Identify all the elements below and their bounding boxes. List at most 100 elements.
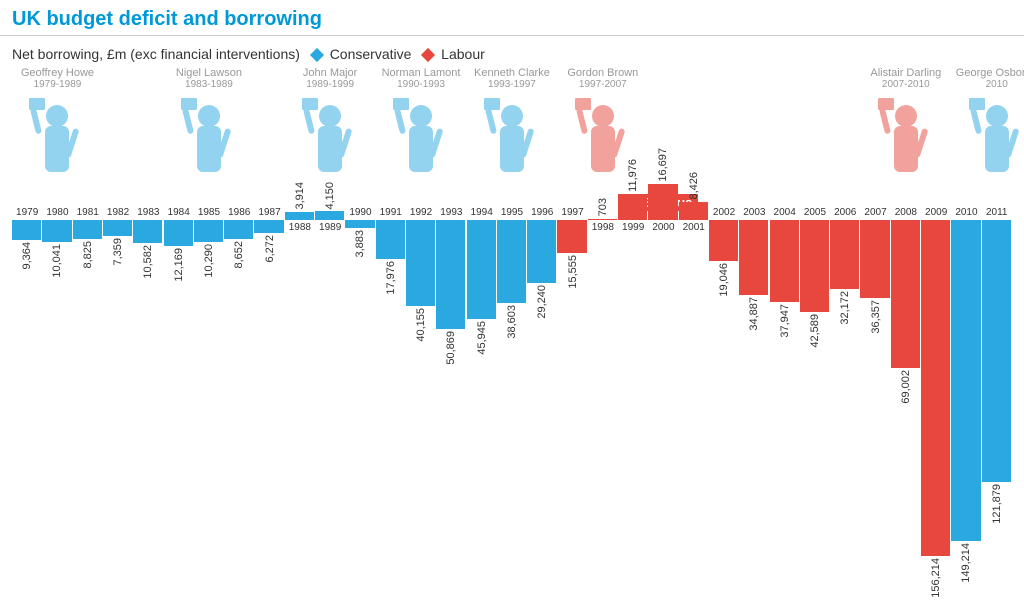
year-label: 1990 <box>349 207 371 218</box>
value-label: 45,945 <box>476 321 488 355</box>
bar-col-1981: 19818,825 <box>73 172 103 582</box>
chancellor-name: Kenneth Clarke <box>467 67 557 79</box>
chart-subhead: Net borrowing, £m (exc financial interve… <box>0 36 1024 66</box>
value-label: 19,046 <box>718 263 730 297</box>
bar-col-1990: 1990 3,883 <box>345 172 375 582</box>
chancellor-name: George Osborne <box>952 67 1024 79</box>
bar <box>951 220 980 541</box>
value-label: 7,359 <box>112 238 124 266</box>
bar <box>709 220 738 261</box>
year-label: 1999 <box>622 222 644 233</box>
bar <box>497 220 526 303</box>
year-label: 2003 <box>743 207 765 218</box>
year-label: 1980 <box>46 207 68 218</box>
year-label: 1988 <box>289 222 311 233</box>
year-label: 2008 <box>895 207 917 218</box>
chancellor-years: 1979-1989 <box>12 79 102 90</box>
bar-col-1997: 199715,555 <box>557 172 587 582</box>
bar <box>527 220 556 283</box>
year-label: 2004 <box>774 207 796 218</box>
value-label: 8,426 <box>688 172 700 200</box>
bar-col-2000: 200016,697 <box>648 172 678 582</box>
bar <box>739 220 768 295</box>
year-label: 1984 <box>168 207 190 218</box>
bar-col-1995: 199538,603 <box>497 172 527 582</box>
bar <box>42 220 71 242</box>
year-label: 2000 <box>652 222 674 233</box>
chancellor-george-osborne: George Osborne2010 <box>952 67 1024 172</box>
chancellors-row: Geoffrey Howe1979-1989Nigel Lawson1983-1… <box>12 66 1012 172</box>
chancellor-name: Gordon Brown <box>558 67 648 79</box>
bar-chart: Budget in deficit Surplus 19799,36419801… <box>12 172 1012 582</box>
bar <box>557 220 586 253</box>
year-label: 1987 <box>258 207 280 218</box>
legend-label-labour: Labour <box>441 46 485 62</box>
value-label: 9,364 <box>21 242 33 270</box>
bar <box>164 220 193 246</box>
bar <box>194 220 223 242</box>
legend-label-conservative: Conservative <box>330 46 412 62</box>
bar <box>830 220 859 289</box>
bar-col-1991: 199117,976 <box>376 172 406 582</box>
value-label: 12,169 <box>173 248 185 282</box>
bar-col-1992: 199240,155 <box>406 172 436 582</box>
chancellor-silhouette <box>25 92 89 172</box>
chancellor-silhouette <box>389 92 453 172</box>
bar <box>285 212 314 220</box>
value-label: 8,652 <box>233 241 245 269</box>
chancellor-years: 1997-2007 <box>558 79 648 90</box>
chancellor-name: Norman Lamont <box>376 67 466 79</box>
year-label: 2005 <box>804 207 826 218</box>
bar <box>315 211 344 220</box>
bar-col-2011: 2011121,879 <box>982 172 1012 582</box>
year-label: 2010 <box>955 207 977 218</box>
bar-col-2007: 2007 36,357 <box>860 172 890 582</box>
bar-col-2004: 200437,947 <box>770 172 800 582</box>
bar <box>648 184 677 220</box>
year-label: 1985 <box>198 207 220 218</box>
bar-col-1980: 1980 10,041 <box>42 172 72 582</box>
value-label: 36,357 <box>870 300 882 334</box>
bar-col-2003: 2003 34,887 <box>739 172 769 582</box>
chancellor-silhouette <box>298 92 362 172</box>
value-label: 29,240 <box>536 285 548 319</box>
bar-col-1983: 1983 10,582 <box>133 172 163 582</box>
value-label: 10,290 <box>203 244 215 278</box>
year-label: 1979 <box>16 207 38 218</box>
chancellor-norman-lamont: Norman Lamont1990-1993 <box>376 67 466 172</box>
year-label: 1997 <box>561 207 583 218</box>
value-label: 3,883 <box>354 230 366 258</box>
chancellor-john-major: John Major1989-1999 <box>285 67 375 172</box>
bar <box>254 220 283 233</box>
bar <box>376 220 405 259</box>
value-label: 10,041 <box>51 244 63 278</box>
bar <box>860 220 889 298</box>
year-label: 1996 <box>531 207 553 218</box>
year-label: 1986 <box>228 207 250 218</box>
chancellor-years: 1993-1997 <box>467 79 557 90</box>
chancellor-silhouette <box>480 92 544 172</box>
value-label: 34,887 <box>748 297 760 331</box>
year-label: 1994 <box>471 207 493 218</box>
subhead-text: Net borrowing, £m (exc financial interve… <box>12 46 300 62</box>
year-label: 1983 <box>137 207 159 218</box>
year-label: 2007 <box>864 207 886 218</box>
bar <box>345 220 374 228</box>
value-label: 50,869 <box>445 331 457 365</box>
bar <box>224 220 253 239</box>
chancellor-geoffrey-howe: Geoffrey Howe1979-1989 <box>12 67 102 172</box>
year-label: 2011 <box>986 207 1008 218</box>
bar <box>982 220 1011 482</box>
bar-col-1996: 1996 29,240 <box>527 172 557 582</box>
value-label: 16,697 <box>657 148 669 182</box>
chancellor-silhouette <box>965 92 1024 172</box>
year-label: 1995 <box>501 207 523 218</box>
value-label: 10,582 <box>142 245 154 279</box>
bar <box>770 220 799 302</box>
bar <box>800 220 829 312</box>
year-label: 2001 <box>683 222 705 233</box>
bar <box>133 220 162 243</box>
bar <box>618 194 647 220</box>
bar-col-2008: 200869,002 <box>891 172 921 582</box>
chancellor-name: Alistair Darling <box>861 67 951 79</box>
